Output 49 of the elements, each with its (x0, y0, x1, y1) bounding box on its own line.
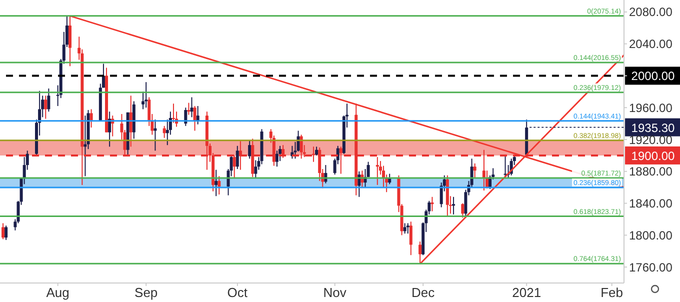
candlestick (190, 96, 194, 118)
candlestick (187, 102, 190, 116)
annotation: 1935.30 (631, 120, 676, 135)
candlestick (248, 140, 252, 160)
candlestick (430, 196, 434, 212)
x-tick-label: 2021 (512, 285, 542, 300)
candlestick (172, 103, 175, 124)
candlestick (102, 63, 105, 88)
x-tick-label: Oct (227, 285, 248, 300)
candlestick (275, 150, 278, 168)
y-tick-label: 1960.00 (629, 100, 673, 115)
y-tick-label: 2040.00 (629, 37, 673, 52)
candlestick (406, 222, 410, 234)
candlestick (162, 125, 166, 138)
y-tick-label: 1880.00 (629, 164, 673, 179)
candlestick (339, 146, 342, 174)
candlestick (376, 156, 379, 186)
candlestick (409, 221, 412, 256)
candlestick (2, 222, 5, 240)
y-tick-label: 1920.00 (629, 132, 673, 147)
candlestick (193, 106, 196, 132)
candlestick (473, 162, 476, 178)
x-tick-label: Sep (134, 285, 158, 300)
candlestick (482, 149, 486, 192)
y-tick-label: 2080.00 (629, 5, 673, 20)
candlestick (4, 225, 8, 240)
candlestick (403, 222, 406, 234)
candlestick (461, 202, 464, 218)
x-tick-label: Aug (46, 285, 70, 300)
candlestick (236, 145, 239, 170)
y-tick-label: 1840.00 (629, 196, 673, 211)
candlestick (388, 173, 392, 185)
candlestick (254, 160, 258, 178)
candlestick (218, 176, 221, 196)
x-tick-label: Dec (412, 285, 436, 300)
y-tick-label: 1800.00 (629, 228, 673, 242)
y-tick-label: 1760.00 (629, 260, 673, 274)
candlestick (214, 169, 218, 197)
candlestick (90, 108, 93, 128)
ref-line-label: 1900.00 (631, 148, 676, 163)
candlestick (47, 88, 50, 112)
candlestick (300, 134, 303, 160)
ref-line-label: 2000.00 (631, 69, 676, 84)
candlestick (129, 95, 132, 148)
candlestick (44, 95, 48, 120)
x-tick-label: Nov (323, 285, 347, 300)
candlestick (452, 196, 456, 215)
x-tick-label: Feb (600, 285, 624, 300)
candlestick (144, 82, 148, 108)
